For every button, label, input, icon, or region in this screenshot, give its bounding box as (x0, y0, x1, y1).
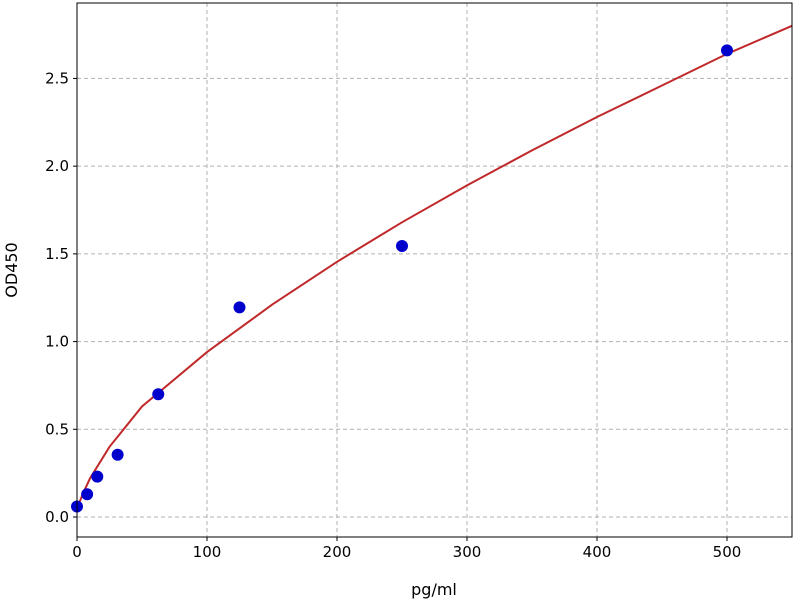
y-tick-label: 0.5 (45, 420, 69, 438)
y-tick-label: 1.5 (45, 245, 69, 263)
data-point (91, 470, 104, 483)
x-tick-label: 500 (713, 543, 742, 561)
data-point (81, 488, 94, 501)
y-ticks: 0.0 0.5 1.0 1.5 2.0 2.5 (45, 69, 77, 526)
x-tick-label: 100 (193, 543, 222, 561)
x-tick-label: 300 (453, 543, 482, 561)
data-point (233, 301, 246, 314)
y-tick-label: 2.5 (45, 69, 69, 87)
x-tick-label: 400 (583, 543, 612, 561)
fit-curve (76, 24, 793, 509)
x-axis-label: pg/ml (411, 580, 457, 599)
x-tick-label: 200 (323, 543, 352, 561)
x-tick-label: 0 (72, 543, 82, 561)
plot-frame (76, 2, 793, 538)
data-point (721, 44, 733, 57)
data-point (111, 448, 124, 461)
fit-curve-group (76, 24, 793, 509)
grid (76, 3, 792, 537)
y-axis-label: OD450 (2, 242, 21, 297)
y-tick-label: 2.0 (45, 157, 69, 175)
x-ticks: 0 100 200 300 400 500 (72, 537, 741, 561)
y-tick-label: 1.0 (45, 333, 69, 351)
y-tick-label: 0.0 (45, 508, 69, 526)
data-points (71, 44, 733, 513)
data-point (396, 239, 408, 252)
data-point (152, 388, 165, 401)
